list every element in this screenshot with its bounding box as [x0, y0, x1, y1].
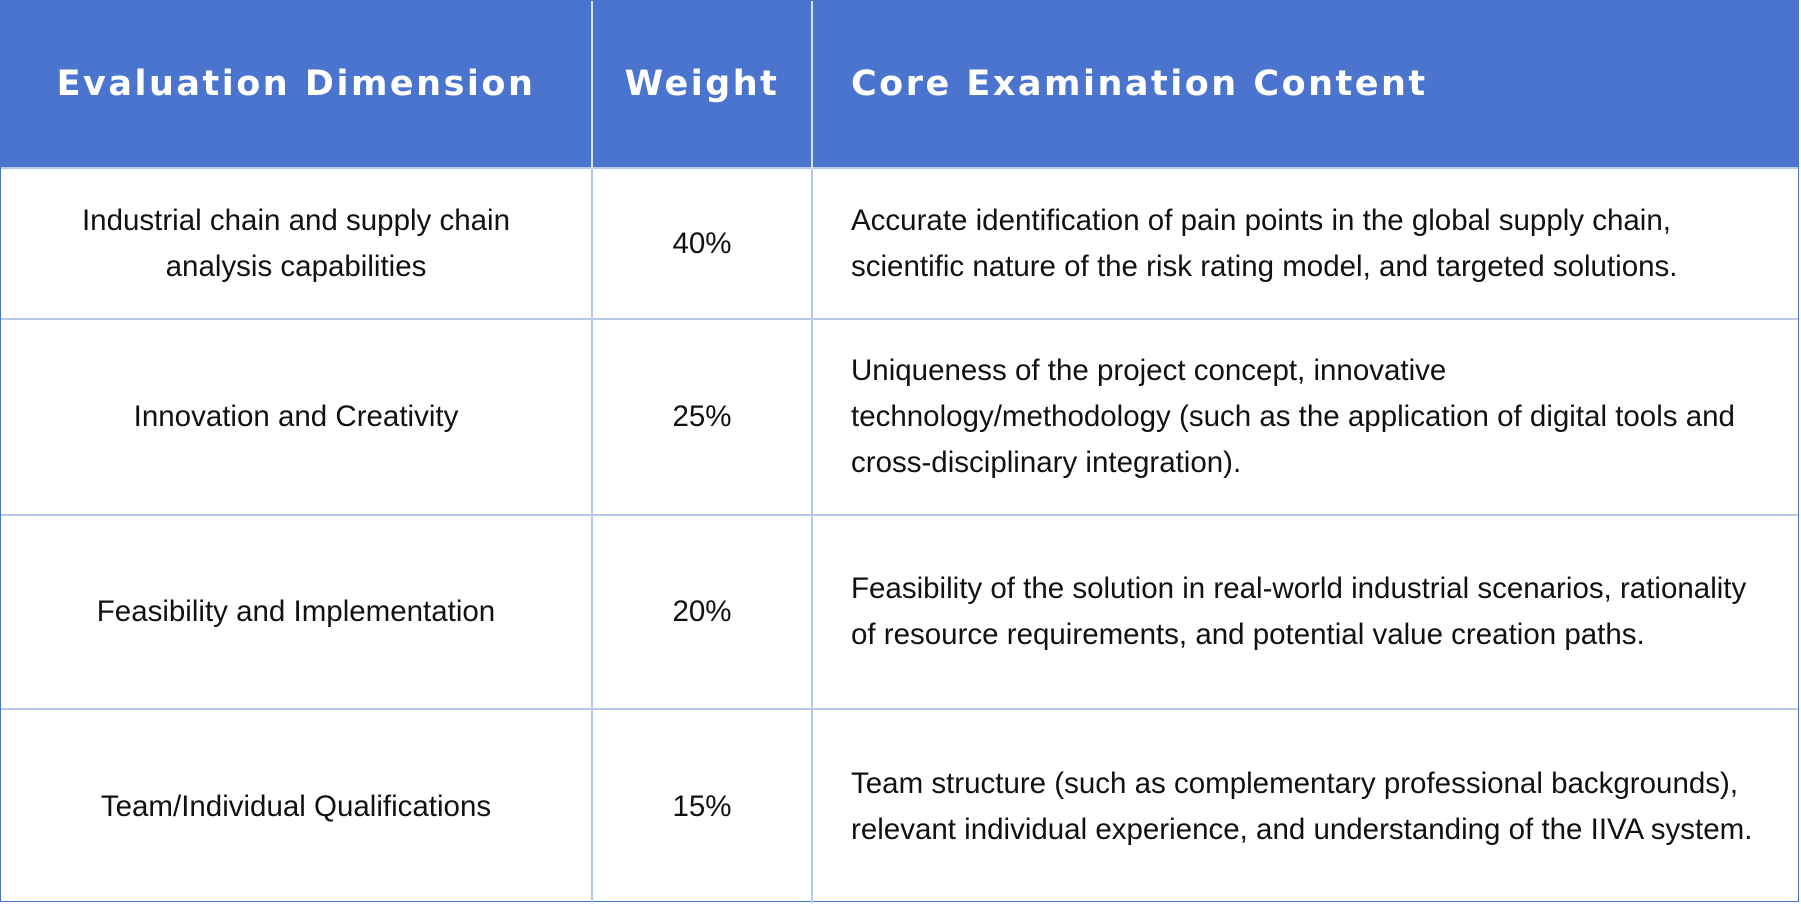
cell-weight: 15% [591, 708, 812, 903]
table-row: Innovation and Creativity 25% Uniqueness… [1, 318, 1798, 515]
table-body: Industrial chain and supply chain analys… [1, 167, 1798, 903]
cell-content: Uniqueness of the project concept, innov… [811, 318, 1798, 515]
cell-content: Feasibility of the solution in real-worl… [811, 514, 1798, 709]
table-row: Industrial chain and supply chain analys… [1, 167, 1798, 319]
header-weight: Weight [591, 1, 812, 168]
cell-weight: 20% [591, 514, 812, 709]
header-core-examination-content: Core Examination Content [811, 1, 1798, 168]
cell-dimension: Industrial chain and supply chain analys… [1, 167, 592, 319]
cell-content: Team structure (such as complementary pr… [811, 708, 1798, 903]
cell-weight: 40% [591, 167, 812, 319]
cell-dimension: Team/Individual Qualifications [1, 708, 592, 903]
table-header: Evaluation Dimension Weight Core Examina… [1, 1, 1798, 168]
table-row: Feasibility and Implementation 20% Feasi… [1, 514, 1798, 709]
cell-dimension: Feasibility and Implementation [1, 514, 592, 709]
table-row: Team/Individual Qualifications 15% Team … [1, 708, 1798, 903]
header-row: Evaluation Dimension Weight Core Examina… [1, 1, 1798, 168]
cell-dimension: Innovation and Creativity [1, 318, 592, 515]
header-evaluation-dimension: Evaluation Dimension [1, 1, 592, 168]
cell-content: Accurate identification of pain points i… [811, 167, 1798, 319]
cell-weight: 25% [591, 318, 812, 515]
